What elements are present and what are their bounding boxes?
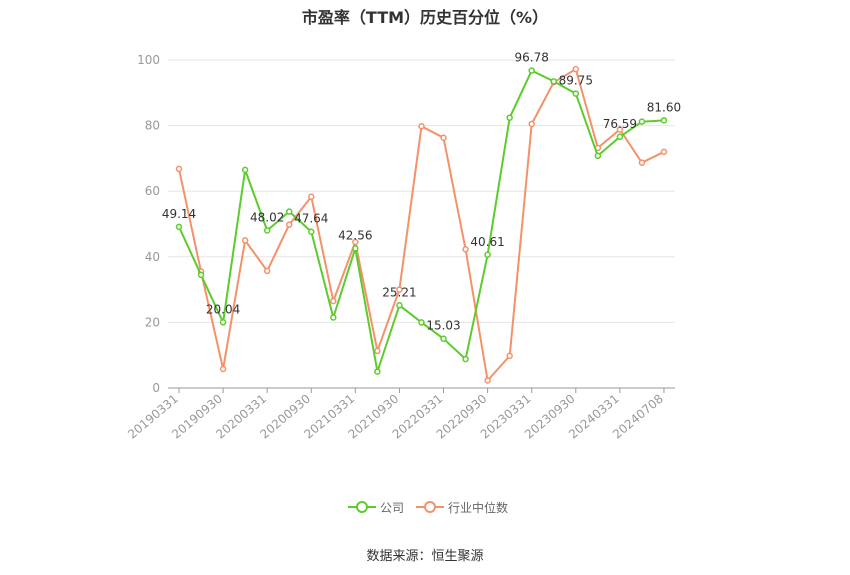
data-point[interactable]	[285, 221, 293, 228]
data-point[interactable]	[396, 286, 403, 293]
y-tick-label: 80	[145, 119, 160, 133]
data-source: 数据来源：恒生聚源	[366, 549, 484, 564]
data-label: 76.59	[603, 117, 637, 131]
y-tick-label: 100	[137, 53, 160, 67]
data-point[interactable]	[418, 123, 425, 130]
data-label: 42.56	[338, 228, 372, 242]
data-point[interactable]	[528, 67, 535, 74]
data-point[interactable]	[308, 228, 315, 235]
data-point[interactable]	[197, 271, 205, 279]
data-point[interactable]	[616, 133, 624, 141]
data-point[interactable]	[616, 126, 624, 133]
y-axis: 0 20 40 60 80 100	[137, 53, 160, 395]
data-label: 47.64	[294, 212, 328, 226]
data-point[interactable]	[175, 223, 183, 231]
data-point[interactable]	[175, 165, 183, 173]
data-point[interactable]	[506, 352, 513, 360]
data-point[interactable]	[484, 251, 491, 259]
legend-item-industry-median[interactable]: 行业中位数	[416, 497, 508, 517]
data-label: 89.75	[559, 74, 593, 88]
data-point[interactable]	[572, 65, 580, 73]
data-point[interactable]	[660, 148, 668, 156]
data-point[interactable]	[660, 117, 668, 124]
data-label: 96.78	[515, 51, 549, 65]
x-axis: 2019033120190930202003312020093020210331…	[125, 387, 675, 442]
data-point[interactable]	[241, 166, 249, 174]
y-tick-label: 60	[145, 184, 160, 198]
legend-label-industry-median: 行业中位数	[448, 500, 509, 515]
legend-industry-marker-icon	[416, 501, 444, 513]
legend-item-company[interactable]: 公司	[348, 497, 404, 517]
data-point[interactable]	[462, 246, 469, 253]
chart-title: 市盈率（TTM）历史百分位（%）	[301, 8, 549, 27]
y-tick-label: 20	[145, 315, 160, 329]
legend: 公司 行业中位数	[0, 497, 850, 517]
data-point[interactable]	[330, 314, 337, 321]
data-point[interactable]	[418, 319, 425, 326]
data-point[interactable]	[330, 297, 337, 305]
data-point[interactable]	[594, 152, 602, 160]
data-point[interactable]	[219, 365, 227, 373]
legend-label-company: 公司	[380, 500, 405, 515]
data-point[interactable]	[638, 159, 646, 166]
data-point[interactable]	[440, 134, 447, 141]
data-point[interactable]	[440, 335, 447, 342]
data-point[interactable]	[506, 114, 513, 121]
data-label: 49.14	[162, 207, 196, 221]
data-label: 20.04	[206, 302, 240, 316]
series-layer	[175, 65, 668, 384]
data-label: 81.60	[647, 100, 681, 114]
data-point[interactable]	[241, 237, 249, 244]
data-point[interactable]	[374, 347, 381, 355]
data-point[interactable]	[572, 90, 580, 97]
data-point[interactable]	[352, 245, 359, 252]
y-tick-label: 40	[145, 250, 160, 264]
series-line-1	[178, 68, 665, 382]
data-label: 15.03	[426, 319, 460, 333]
legend-company-marker-icon	[348, 501, 376, 513]
data-point[interactable]	[263, 267, 271, 275]
data-label: 48.02	[250, 210, 284, 224]
data-point[interactable]	[396, 302, 403, 309]
data-point[interactable]	[285, 208, 293, 215]
y-tick-label: 0	[152, 381, 160, 395]
data-label: 25.21	[382, 285, 416, 299]
data-point[interactable]	[263, 227, 271, 234]
grid-lines	[168, 59, 675, 323]
data-point[interactable]	[219, 319, 227, 326]
data-labels: 49.14 20.04 48.02 47.64 42.56 25.21 15.03 40.61…	[162, 51, 681, 333]
data-point[interactable]	[550, 78, 557, 85]
data-point[interactable]	[528, 120, 535, 128]
data-point[interactable]	[638, 118, 646, 125]
data-point[interactable]	[374, 368, 381, 375]
data-point[interactable]	[462, 355, 469, 363]
data-point[interactable]	[484, 377, 491, 384]
data-point[interactable]	[352, 238, 359, 246]
data-label: 40.61	[470, 235, 504, 249]
data-point[interactable]	[308, 193, 315, 201]
